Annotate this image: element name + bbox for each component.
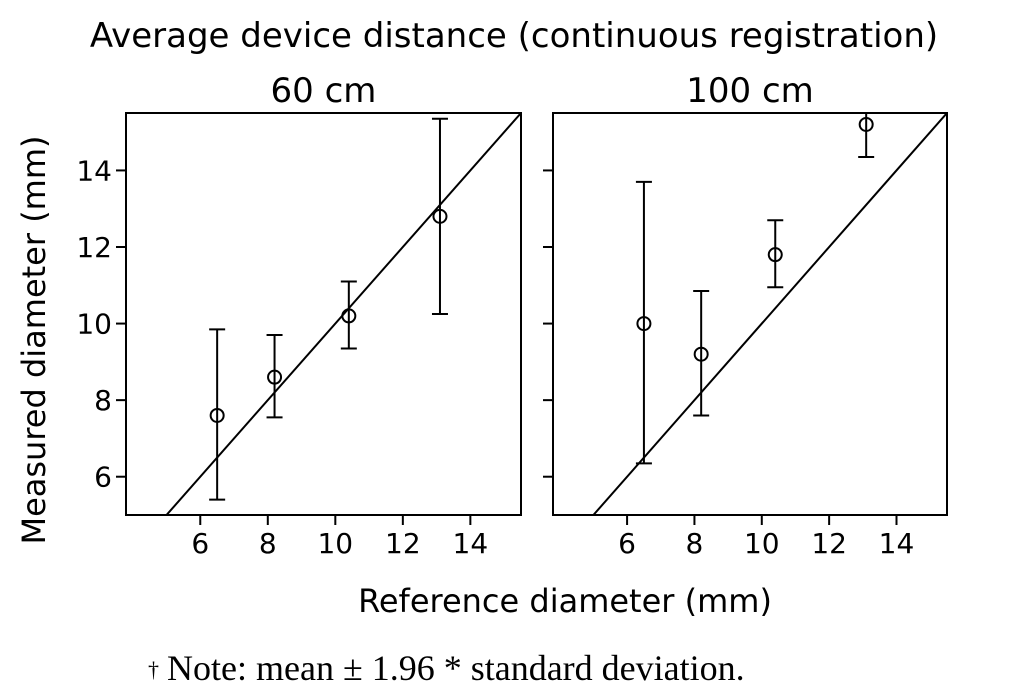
identity-line bbox=[165, 113, 521, 515]
panel-frame bbox=[552, 112, 948, 516]
figure-title: Average device distance (continuous regi… bbox=[90, 16, 938, 56]
y-tick-label: 14 bbox=[76, 154, 112, 187]
plot-area bbox=[165, 113, 521, 515]
y-axis-label: Measured diameter (mm) bbox=[15, 135, 53, 544]
x-tick-label: 10 bbox=[317, 527, 353, 560]
identity-line bbox=[592, 113, 947, 515]
plot-area bbox=[592, 113, 947, 515]
data-point bbox=[858, 116, 874, 132]
data-point bbox=[432, 208, 448, 224]
y-tick-label: 8 bbox=[94, 384, 112, 417]
data-point bbox=[267, 369, 283, 385]
note-dagger: † bbox=[148, 657, 159, 682]
panel-title: 100 cm bbox=[686, 71, 814, 111]
x-tick-label: 14 bbox=[453, 527, 489, 560]
panel-frame bbox=[125, 112, 522, 516]
y-tick-label: 6 bbox=[94, 461, 112, 494]
panel-2: 100 cm 6 8 10 12 14 bbox=[543, 71, 948, 560]
x-tick-label: 14 bbox=[879, 527, 915, 560]
x-tick-label: 12 bbox=[811, 527, 847, 560]
note-text: Note: mean ± 1.96 * standard deviation. bbox=[167, 648, 745, 688]
x-tick-label: 8 bbox=[686, 527, 704, 560]
x-tick-label: 8 bbox=[259, 527, 277, 560]
y-tick-label: 12 bbox=[76, 231, 112, 264]
data-point bbox=[693, 346, 709, 362]
panel-title: 60 cm bbox=[271, 71, 377, 111]
x-tick-label: 12 bbox=[385, 527, 421, 560]
data-point bbox=[341, 308, 357, 324]
y-tick-label: 10 bbox=[76, 308, 112, 341]
panel-1: 60 cm 6 8 10 12 14 6 8 10 12 14 bbox=[76, 71, 522, 560]
data-point bbox=[636, 316, 652, 332]
data-point bbox=[209, 407, 225, 423]
x-tick-label: 6 bbox=[618, 527, 636, 560]
x-axis-label: Reference diameter (mm) bbox=[358, 582, 772, 620]
panels-group: 60 cm 6 8 10 12 14 6 8 10 12 14 100 cm 6 8 10 12 14 bbox=[76, 71, 948, 560]
x-tick-label: 10 bbox=[744, 527, 780, 560]
data-point bbox=[767, 247, 783, 263]
x-tick-label: 6 bbox=[191, 527, 209, 560]
